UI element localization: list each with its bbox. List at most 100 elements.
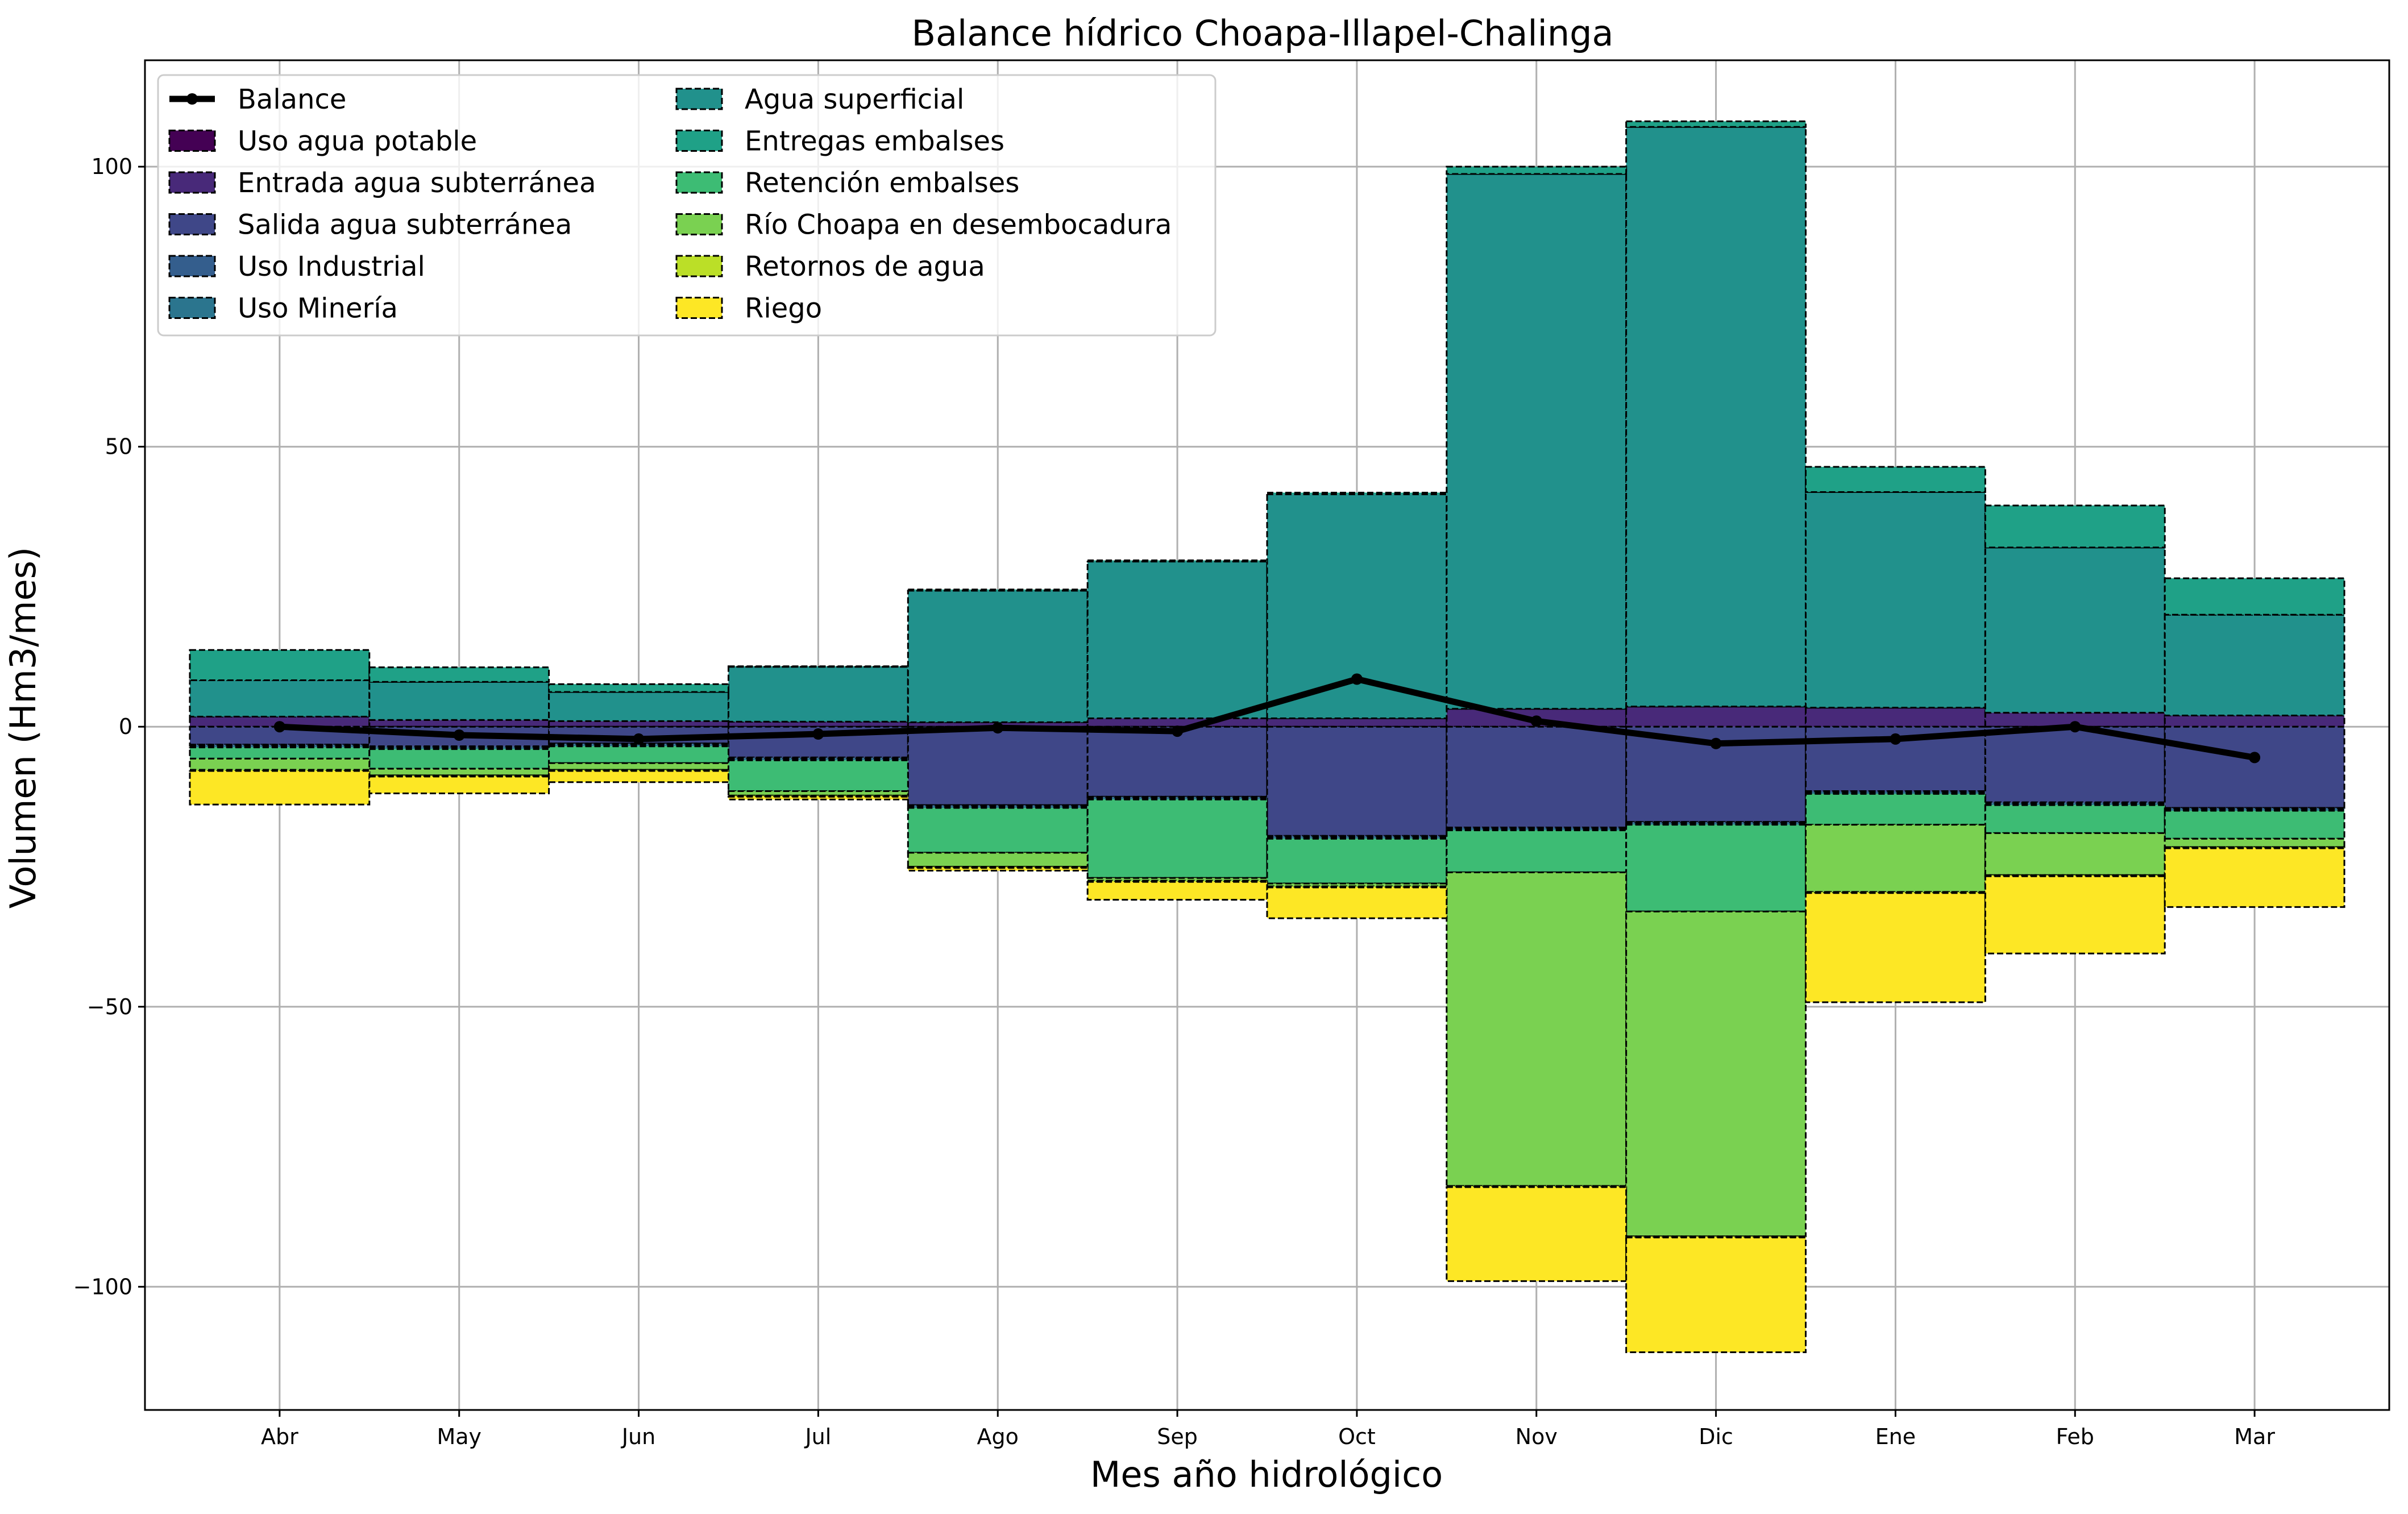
bar-segment xyxy=(727,756,909,760)
bar-segment xyxy=(907,807,1089,854)
bar-segment xyxy=(1984,504,2166,549)
legend-swatch xyxy=(675,88,723,110)
balance-point xyxy=(2069,721,2081,733)
legend-label: Uso Industrial xyxy=(238,251,425,283)
legend-swatch xyxy=(168,297,216,319)
bar-segment xyxy=(368,745,550,749)
bar-segment xyxy=(1446,725,1628,829)
bar-segment xyxy=(1625,824,1807,912)
y-tick-label: −50 xyxy=(87,994,132,1019)
x-tick-label: Abr xyxy=(261,1424,298,1449)
bar-segment xyxy=(2164,613,2345,717)
bar-segment xyxy=(1266,882,1448,887)
bar-segment xyxy=(189,744,371,747)
bar-segment xyxy=(1266,885,1448,889)
balance-point xyxy=(1351,673,1363,685)
bar-segment xyxy=(1446,829,1628,873)
bar-segment xyxy=(548,770,729,783)
bar-segment xyxy=(1984,832,2166,876)
bar-segment xyxy=(2164,847,2345,908)
bar-segment xyxy=(548,683,729,693)
bar-segment xyxy=(1086,559,1268,563)
y-tick-label: 100 xyxy=(91,154,132,179)
x-tick-label: Nov xyxy=(1516,1424,1558,1449)
y-ticks: −100 −50 0 50 100 xyxy=(73,154,145,1299)
legend-label: Retención embalses xyxy=(745,167,1019,199)
bar-segment xyxy=(1805,892,1986,1003)
x-tick-label: Ago xyxy=(977,1424,1019,1449)
bar-segment xyxy=(1805,466,1986,493)
bar-segment xyxy=(1446,828,1628,831)
bar-segment xyxy=(368,719,550,728)
balance-point xyxy=(812,728,824,740)
legend-label: Riego xyxy=(745,293,822,325)
x-tick-label: Ene xyxy=(1875,1424,1916,1449)
bar-segment xyxy=(1805,491,1986,709)
bar-segment xyxy=(548,744,729,748)
legend-label: Entregas embalses xyxy=(745,126,1004,157)
bar-segment xyxy=(1625,910,1807,1238)
bar-segment xyxy=(907,725,1089,806)
bar-segment xyxy=(1625,706,1807,728)
legend-swatch xyxy=(675,213,723,235)
bar-segment xyxy=(907,590,1089,723)
bar-segment xyxy=(1266,717,1448,728)
bar-segment xyxy=(1984,875,2166,955)
bar-segment xyxy=(1984,804,2166,834)
plot-frame xyxy=(144,59,2390,1411)
legend-box xyxy=(157,74,1217,337)
bar-segment xyxy=(907,804,1089,807)
bar-segment xyxy=(1984,874,2166,877)
legend-swatch xyxy=(168,213,216,235)
bar-segment xyxy=(1446,1186,1628,1282)
legend-label: Río Choapa en desembocadura xyxy=(745,209,1172,241)
bar-segment xyxy=(1625,822,1807,826)
bar-segment xyxy=(907,852,1089,868)
bar-segment xyxy=(1805,824,1986,893)
bar-segment xyxy=(1984,546,2166,714)
y-axis-title: Volumen (Hm3/mes) xyxy=(2,547,44,909)
bar-segment xyxy=(189,679,371,717)
legend-label: Retornos de agua xyxy=(745,251,985,283)
bar-segment xyxy=(1984,801,2166,804)
y-tick-label: 0 xyxy=(119,714,132,739)
bar-segment xyxy=(548,769,729,772)
balance-point xyxy=(1172,725,1184,737)
bar-segment xyxy=(1266,886,1448,919)
bar-segment xyxy=(1805,790,1986,793)
bar-segment xyxy=(2164,725,2345,809)
bar-segment xyxy=(1625,821,1807,824)
bar-segment xyxy=(368,666,550,683)
legend-swatch xyxy=(168,130,216,152)
bar-segment xyxy=(1086,881,1268,901)
bar-segment xyxy=(2164,808,2345,812)
bar-segment xyxy=(907,865,1089,869)
balance-point xyxy=(992,722,1004,734)
bar-segment xyxy=(727,795,909,800)
bar-segment xyxy=(2164,807,2345,810)
bar-segment xyxy=(907,588,1089,592)
x-tick-label: Oct xyxy=(1338,1424,1376,1449)
bar-segment xyxy=(1805,793,1986,826)
bar-segment xyxy=(1446,827,1628,830)
bar-segment xyxy=(368,748,550,770)
bar-segment xyxy=(1266,725,1448,837)
x-tick-label: Feb xyxy=(2056,1424,2094,1449)
legend-swatch xyxy=(675,130,723,152)
balance-point xyxy=(2249,752,2261,764)
bar-segment xyxy=(1086,717,1268,728)
legend-label: Balance xyxy=(238,84,346,115)
y-tick-label: −100 xyxy=(73,1274,132,1299)
x-tick-label: Dic xyxy=(1699,1424,1733,1449)
bar-segment xyxy=(1086,561,1268,719)
bar-segment xyxy=(1266,836,1448,840)
bars-layer xyxy=(189,120,2345,1354)
bar-segment xyxy=(189,746,371,760)
x-axis-title: Mes año hidrológico xyxy=(1090,1454,1443,1495)
balance-point xyxy=(273,721,285,733)
bar-segment xyxy=(368,775,550,794)
bar-segment xyxy=(1086,877,1268,882)
legend-label: Salida agua subterránea xyxy=(238,209,572,241)
bar-segment xyxy=(1266,491,1448,495)
